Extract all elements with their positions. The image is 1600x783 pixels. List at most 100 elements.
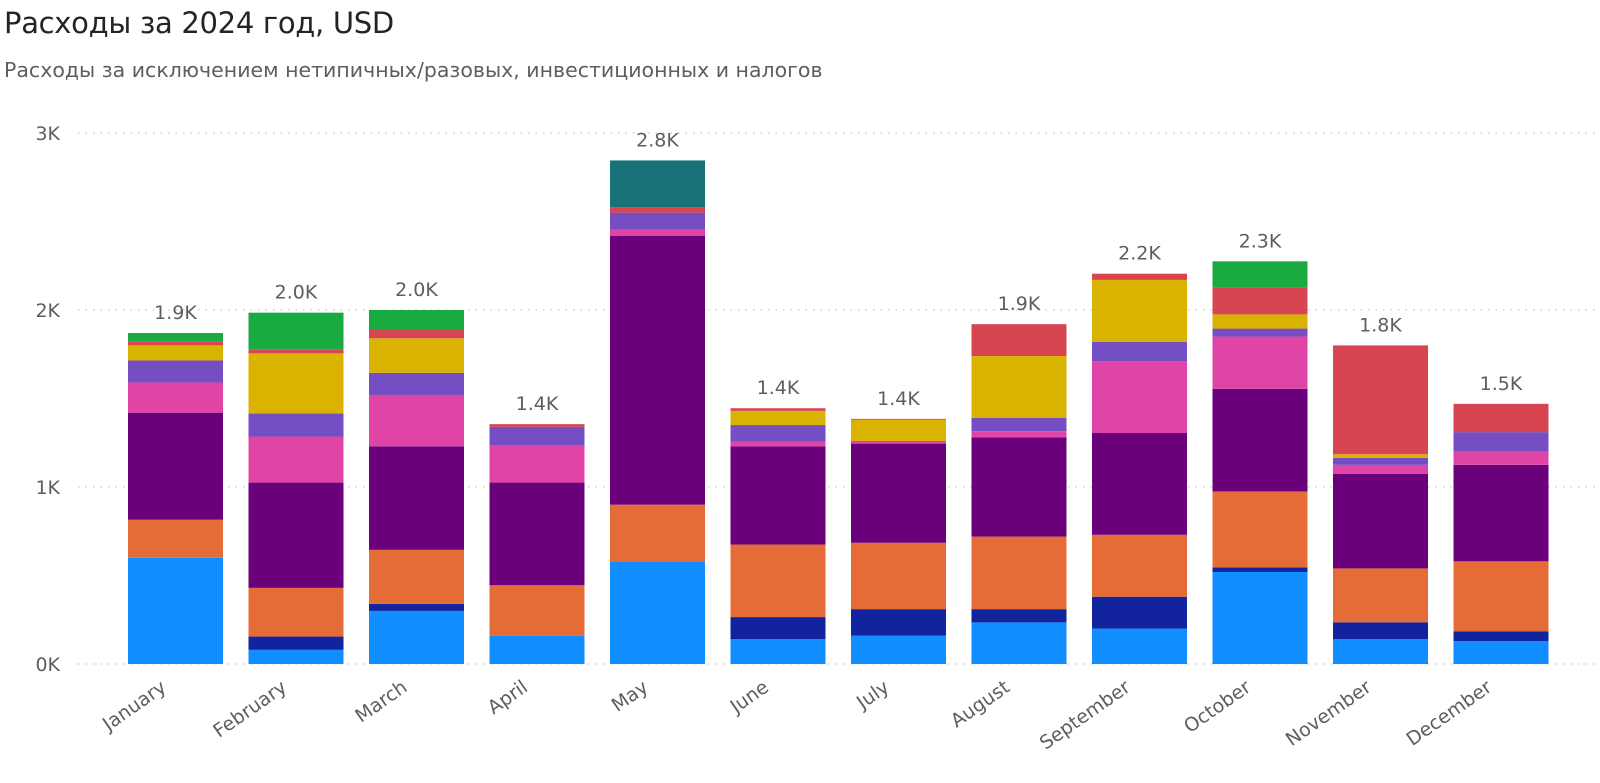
bar-segment	[971, 431, 1067, 438]
total-data-label: 1.9K	[154, 302, 197, 324]
total-data-label: 1.4K	[877, 388, 920, 410]
bar-segment	[1333, 345, 1428, 455]
bar-segment	[128, 341, 223, 346]
bar-segment	[971, 324, 1067, 357]
y-tick-label: 2K	[35, 300, 60, 322]
bar-segment	[128, 519, 223, 558]
bar-segment	[851, 418, 946, 420]
bar-segment	[1092, 273, 1187, 280]
x-tick-label: January	[98, 676, 170, 736]
bar-segment	[248, 587, 344, 637]
bar-segment	[1333, 622, 1428, 640]
total-data-label: 1.9K	[998, 293, 1041, 315]
bar-segment	[730, 425, 826, 442]
y-tick-label: 0K	[35, 654, 60, 676]
bar-segment	[1092, 279, 1187, 342]
bar-segment	[489, 482, 585, 586]
bar-segment	[248, 649, 344, 664]
bar-segment	[128, 360, 223, 383]
bar-segment	[369, 446, 464, 550]
chart-subtitle: Расходы за исключением нетипичных/разовы…	[4, 58, 823, 82]
bar-segment	[1212, 314, 1308, 329]
bar-segment	[1333, 454, 1428, 458]
bar-segment	[610, 160, 705, 208]
x-tick-label: October	[1180, 676, 1255, 738]
bar-segment	[730, 408, 826, 411]
bar-segment	[730, 446, 826, 545]
x-tick-label: March	[351, 676, 411, 727]
bar-segment	[1453, 451, 1549, 465]
bar-segment	[489, 445, 585, 483]
bar-segment	[1212, 491, 1308, 568]
bar-segment	[1212, 328, 1308, 337]
chart-title: Расходы за 2024 год, USD	[4, 6, 394, 40]
bar-segment	[971, 609, 1067, 623]
x-tick-label: November	[1282, 676, 1376, 751]
bar-segment	[851, 443, 946, 543]
bar-segment	[971, 417, 1067, 432]
bar-segment	[610, 212, 705, 230]
bar-segment	[128, 333, 223, 342]
x-tick-label: July	[852, 676, 893, 714]
bar-segment	[369, 549, 464, 604]
x-tick-label: February	[209, 676, 291, 742]
bar-segment	[1212, 571, 1308, 664]
total-data-label: 2.8K	[636, 129, 679, 151]
bar-segment	[610, 235, 705, 505]
bar-segment	[610, 229, 705, 236]
bar-segment	[730, 544, 826, 618]
bar-segment	[851, 440, 946, 444]
bar-segment	[128, 382, 223, 413]
bar-segment	[1453, 640, 1549, 664]
bar-segment	[1092, 534, 1187, 597]
bar-segment	[128, 557, 223, 664]
y-tick-label: 1K	[35, 477, 60, 499]
total-data-label: 2.0K	[395, 279, 438, 301]
bar-segment	[369, 310, 464, 330]
bar-segment	[851, 419, 946, 441]
bar-segment	[1212, 336, 1308, 389]
bar-segment	[1092, 341, 1187, 362]
bar-segment	[851, 635, 946, 664]
total-data-label: 2.3K	[1239, 230, 1282, 252]
bar-segment	[128, 412, 223, 520]
bar-segment	[610, 561, 705, 664]
x-tick-label: August	[947, 676, 1014, 732]
bar-segment	[1212, 388, 1308, 492]
bar-segment	[1092, 596, 1187, 629]
bar-segment	[1092, 628, 1187, 664]
bar-segment	[851, 609, 946, 636]
bar-segment	[248, 413, 344, 437]
total-data-label: 1.4K	[516, 393, 559, 415]
total-data-label: 1.5K	[1480, 373, 1523, 395]
bar-segment	[489, 426, 585, 446]
total-data-label: 1.8K	[1359, 314, 1402, 336]
bar-segment	[851, 542, 946, 610]
x-tick-label: December	[1403, 676, 1496, 751]
bar-segment	[1333, 473, 1428, 569]
bar-segment	[1212, 567, 1308, 572]
bar-segment	[1453, 432, 1549, 452]
bar-segment	[369, 329, 464, 339]
x-tick-label: April	[484, 676, 532, 719]
bar-segment	[1092, 433, 1187, 535]
bar-segment	[730, 617, 826, 640]
bar-segment	[730, 441, 826, 447]
bar-segment	[369, 338, 464, 373]
total-data-label: 2.0K	[275, 282, 318, 304]
bar-segment	[730, 639, 826, 664]
bar-segment	[1453, 464, 1549, 562]
bar-segment	[971, 356, 1067, 418]
bar-segment	[1333, 568, 1428, 623]
bar-segment	[1092, 361, 1187, 434]
x-tick-label: June	[726, 676, 773, 718]
bar-segment	[1333, 464, 1428, 474]
total-data-label: 1.4K	[757, 377, 800, 399]
bar-segment	[369, 603, 464, 611]
bar-segment	[730, 410, 826, 426]
bar-segment	[1453, 561, 1549, 632]
y-tick-label: 3K	[35, 123, 60, 145]
bar-segment	[489, 424, 585, 427]
bar-segment	[1453, 631, 1549, 641]
bar-segment	[369, 610, 464, 664]
